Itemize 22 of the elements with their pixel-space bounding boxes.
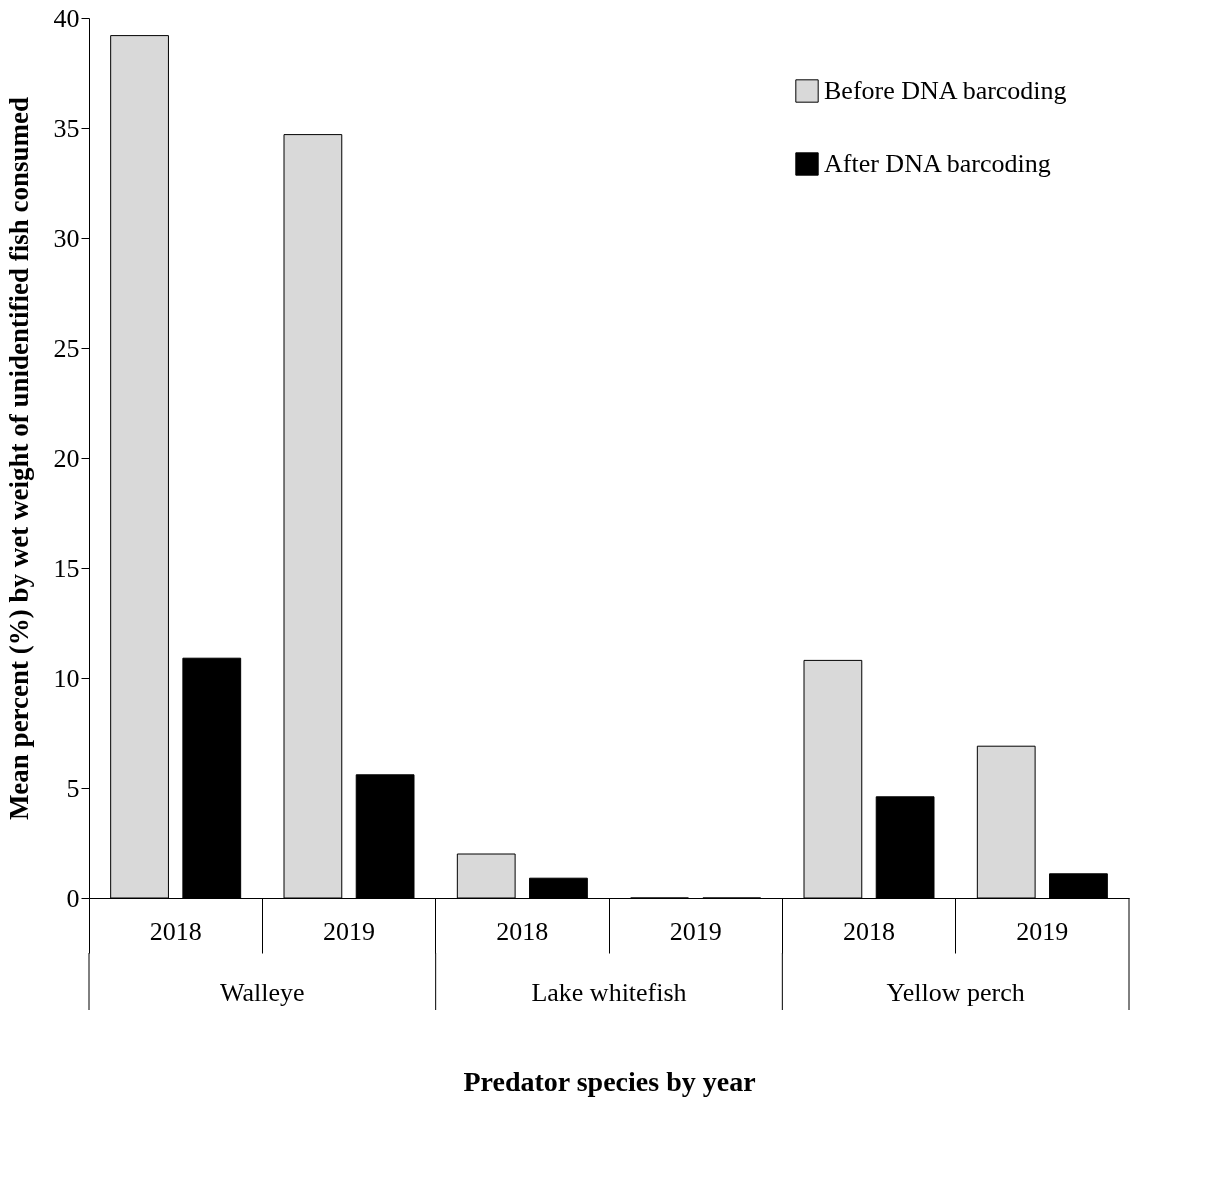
x-tick-label: 2019	[323, 916, 375, 946]
y-tick-label: 30	[53, 223, 80, 253]
y-tick-label: 40	[53, 3, 80, 33]
y-tick-label: 35	[53, 113, 80, 143]
y-tick-label: 20	[53, 443, 80, 473]
x-tick-label: 2018	[496, 916, 549, 946]
text: Yellow perch	[886, 978, 1025, 1007]
y-axis-title: Mean percent (%) by wet weight of unidentified fish consumed	[3, 96, 34, 821]
y-tick-label: 10	[53, 663, 80, 693]
y-tick-label: 0	[66, 883, 80, 913]
y-tick-label: 5	[66, 773, 80, 803]
x-tick-label: 2018	[149, 916, 202, 946]
y-tick-label: 15	[53, 553, 80, 583]
y-tick-label: 25	[53, 333, 80, 363]
x-tick-label: 2019	[669, 916, 722, 946]
text: Lake whitefish	[531, 978, 687, 1007]
text: Walleye	[220, 978, 305, 1007]
x-tick-label: 2019	[1016, 916, 1069, 946]
x-axis-title: Predator species by year	[463, 1066, 756, 1097]
x-tick-label: 2018	[843, 916, 895, 946]
legend-label: Before DNA barcoding	[824, 76, 1067, 105]
legend-label: After DNA barcoding	[824, 149, 1051, 178]
